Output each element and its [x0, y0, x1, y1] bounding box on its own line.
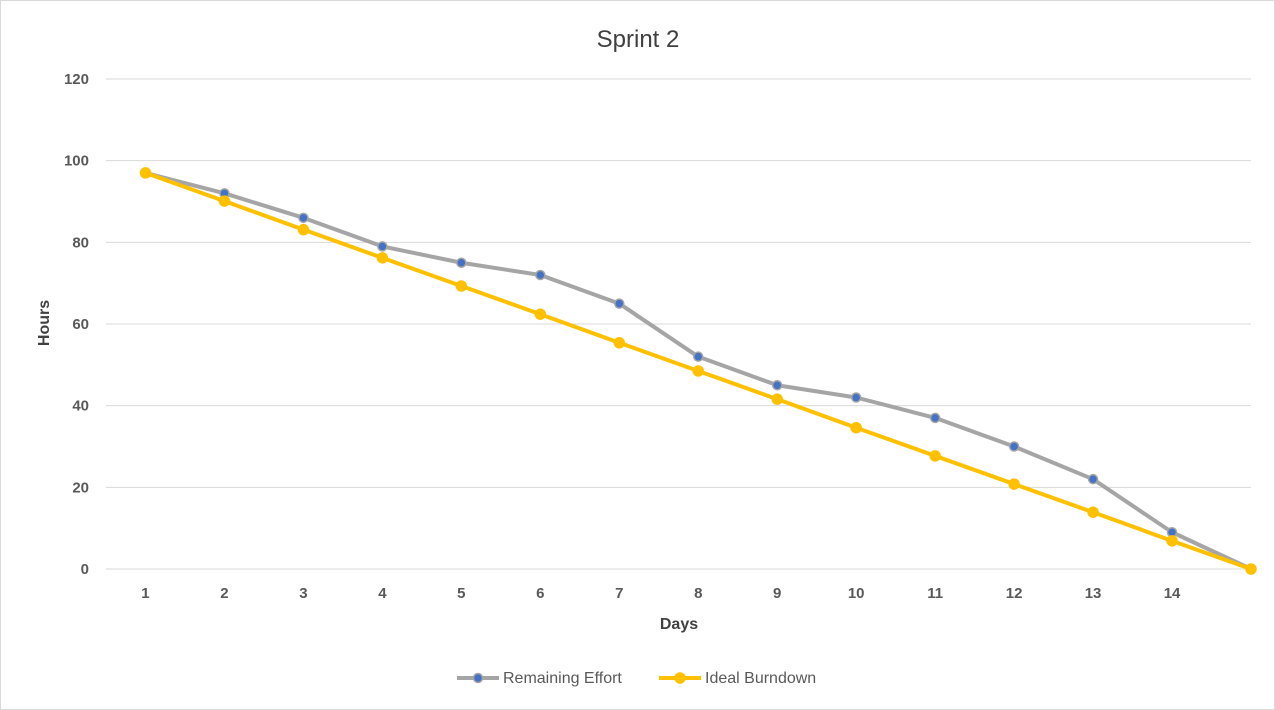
- legend-item-remaining-effort: Remaining Effort: [457, 670, 622, 687]
- x-tick-label: 5: [457, 585, 465, 602]
- data-point: [377, 241, 388, 252]
- data-point: [1087, 506, 1099, 518]
- legend-label: Remaining Effort: [503, 670, 622, 687]
- data-point: [139, 167, 152, 179]
- x-tick-label: 1: [141, 585, 149, 602]
- data-point: [1087, 473, 1099, 485]
- data-point: [929, 412, 941, 424]
- data-point: [376, 252, 389, 264]
- data-point: [1008, 478, 1020, 490]
- data-point: [1245, 563, 1257, 575]
- data-point: [850, 392, 862, 403]
- data-point: [771, 393, 783, 405]
- data-point: [614, 298, 625, 309]
- y-axis-label: Hours: [36, 300, 53, 346]
- x-tick-label: 12: [1006, 585, 1023, 602]
- data-point: [613, 337, 626, 349]
- y-tick-label: 40: [72, 398, 89, 415]
- series-remaining-effort: [140, 167, 1257, 575]
- y-tick-label: 120: [64, 71, 89, 88]
- legend-marker: [674, 672, 686, 684]
- data-point: [1166, 535, 1178, 547]
- x-tick-label: 8: [694, 585, 702, 602]
- gridlines: [106, 78, 1251, 570]
- data-point: [929, 450, 941, 462]
- data-point: [455, 280, 468, 292]
- x-tick-label: 4: [378, 585, 387, 602]
- x-tick-label: 14: [1164, 585, 1181, 602]
- legend-marker: [472, 672, 484, 684]
- series-ideal-burndown: [139, 167, 1257, 575]
- series: [139, 167, 1257, 575]
- chart-title: Sprint 2: [597, 26, 680, 53]
- x-axis-label: Days: [660, 616, 698, 633]
- data-point: [535, 269, 546, 281]
- x-tick-label: 11: [927, 585, 943, 602]
- data-point: [298, 212, 309, 224]
- x-tick-label: 6: [536, 585, 544, 602]
- data-point: [218, 195, 231, 207]
- legend-item-ideal-burndown: Ideal Burndown: [659, 670, 816, 687]
- y-tick-label: 20: [72, 479, 89, 496]
- data-point: [850, 421, 862, 434]
- x-axis-ticks: 1 2 3 4 5 6 7 8 9 10 11 12 13 14: [141, 585, 1181, 602]
- data-point: [771, 380, 783, 391]
- data-point: [1008, 441, 1020, 452]
- data-point: [456, 257, 467, 268]
- x-tick-label: 13: [1085, 585, 1102, 602]
- x-tick-label: 10: [848, 585, 865, 602]
- x-tick-label: 3: [299, 585, 307, 602]
- legend-label: Ideal Burndown: [705, 670, 816, 687]
- data-point: [297, 223, 310, 236]
- data-point: [692, 351, 704, 362]
- legend: Remaining Effort Ideal Burndown: [457, 670, 816, 687]
- y-tick-label: 80: [72, 234, 89, 251]
- y-tick-label: 100: [64, 153, 89, 170]
- data-point: [692, 365, 704, 377]
- y-tick-label: 0: [81, 561, 89, 578]
- x-tick-label: 9: [773, 585, 781, 602]
- x-tick-label: 7: [615, 585, 623, 602]
- x-tick-label: 2: [220, 585, 228, 602]
- y-tick-label: 60: [72, 316, 89, 333]
- y-axis-ticks: 0 20 40 60 80 100 120: [64, 71, 89, 578]
- data-point: [534, 308, 547, 320]
